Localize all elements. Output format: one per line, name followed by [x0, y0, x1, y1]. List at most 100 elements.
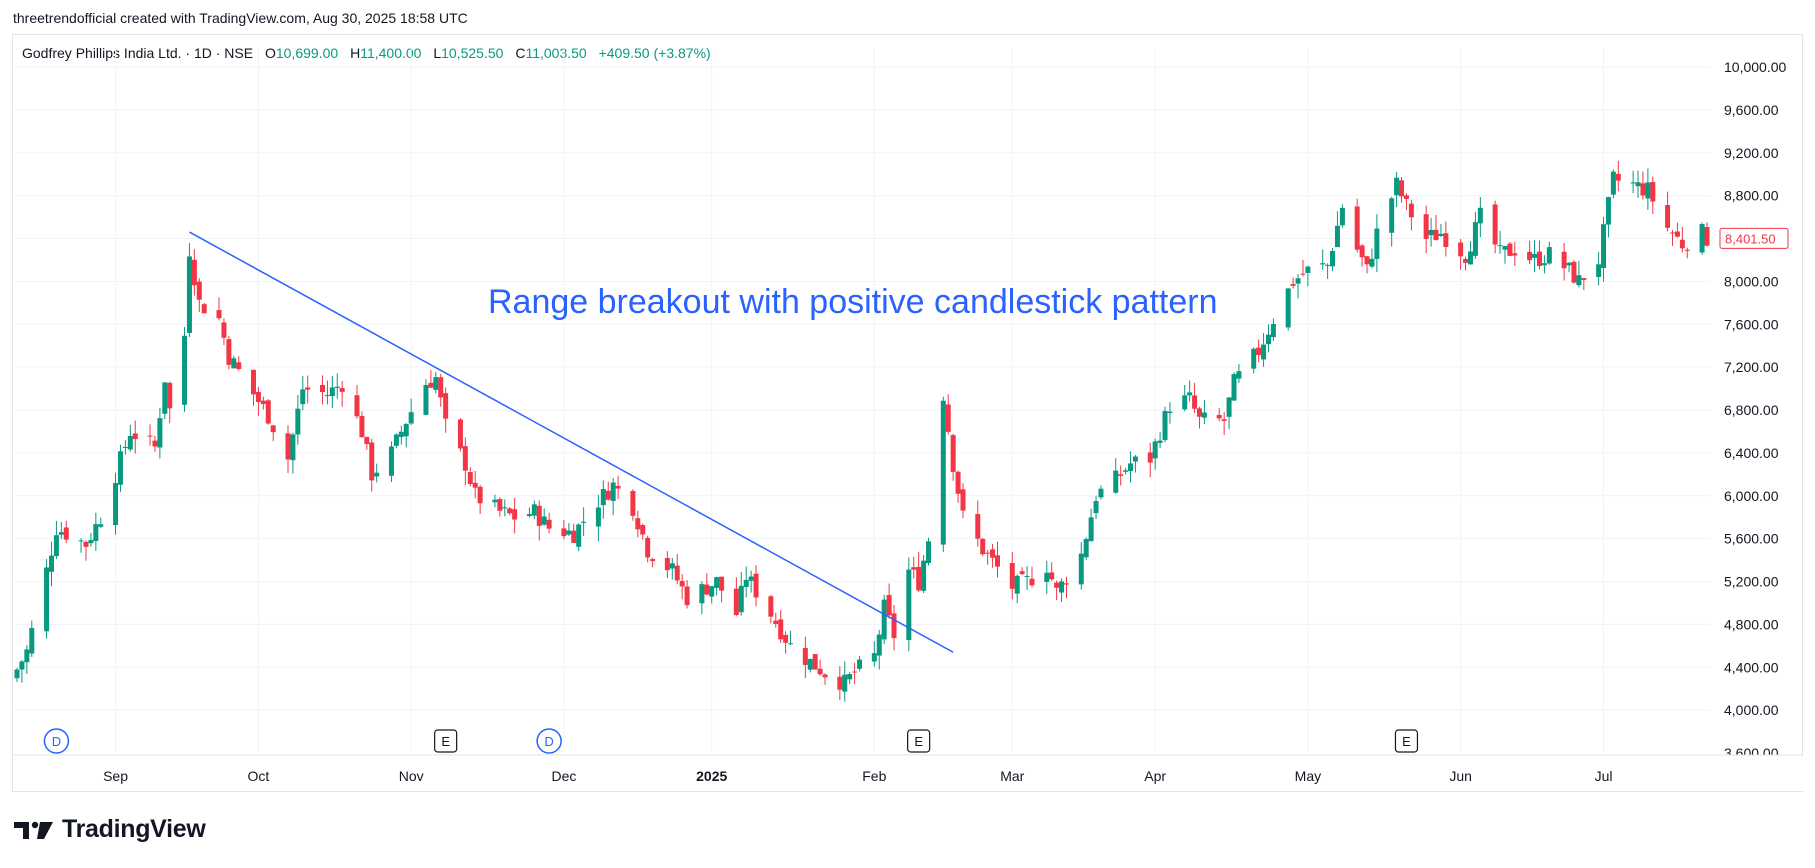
- candle-body: [1443, 233, 1449, 247]
- close-label: C: [515, 45, 526, 61]
- candle-body: [1640, 183, 1646, 196]
- candle-body: [994, 555, 1000, 567]
- candle-body: [630, 491, 636, 516]
- candle-body: [255, 392, 261, 403]
- candle-body: [428, 382, 434, 388]
- candle-body: [393, 434, 399, 446]
- candle-body: [546, 519, 552, 529]
- candle-body: [595, 507, 601, 527]
- candle-body: [1408, 203, 1414, 218]
- candle-body: [1216, 414, 1222, 419]
- trendline: [189, 231, 954, 653]
- candle-body: [1256, 347, 1262, 356]
- candle-body: [1231, 374, 1237, 401]
- candle-body: [1527, 251, 1533, 261]
- candle-body: [1236, 371, 1242, 379]
- candle-body: [1684, 249, 1690, 251]
- candle-body: [1674, 231, 1680, 237]
- candle-body: [122, 446, 128, 448]
- candle-body: [388, 446, 394, 476]
- candle-body: [334, 386, 340, 388]
- candle-body: [1320, 263, 1326, 265]
- candle-body: [566, 530, 572, 535]
- candle-body: [24, 649, 30, 663]
- candle-body: [162, 382, 168, 414]
- candle-body: [113, 483, 119, 526]
- candle-body: [886, 594, 892, 616]
- x-tick-label: Oct: [248, 768, 270, 784]
- candle-body: [837, 676, 843, 690]
- candle-body: [1334, 225, 1340, 248]
- candle-body: [1389, 198, 1395, 233]
- candle-body: [1113, 470, 1119, 493]
- symbol-legend: Godfrey Phillips India Ltd. · 1D · NSE O…: [22, 45, 711, 61]
- candle-body: [117, 451, 123, 485]
- candle-body: [423, 385, 429, 415]
- candle-body: [438, 377, 444, 398]
- candle-body: [778, 619, 784, 640]
- candle-body: [1285, 288, 1291, 328]
- time-axis: Sep Oct Nov Dec 2025 Feb Mar Apr May Jun Jul: [103, 768, 1612, 784]
- candle-body: [1270, 324, 1276, 338]
- tradingview-logo[interactable]: TradingView: [14, 815, 206, 844]
- candle-body: [507, 508, 513, 514]
- candle-body: [53, 535, 59, 557]
- candle-body: [536, 505, 542, 526]
- candle-body: [916, 566, 922, 591]
- candle-body: [1054, 582, 1060, 588]
- candle-body: [408, 412, 414, 424]
- candle-body: [191, 259, 197, 286]
- low-value: 10,525.50: [441, 45, 504, 61]
- high-value: 11,400.00: [360, 45, 422, 61]
- candle-body: [876, 634, 882, 656]
- candle-body: [1635, 182, 1641, 187]
- candle-body: [733, 588, 739, 616]
- candle-body: [985, 552, 991, 554]
- candle-body: [926, 541, 932, 564]
- candle-body: [610, 482, 616, 501]
- dividend-marker: [43, 728, 70, 754]
- candlestick-series: [14, 160, 1710, 702]
- annotation-layer: Range breakout with positive candlestick…: [488, 283, 1218, 321]
- candle-body: [1630, 182, 1636, 184]
- candle-body: [196, 281, 202, 300]
- candle-body: [1152, 441, 1158, 459]
- candle-body: [615, 485, 621, 489]
- candle-body: [1561, 251, 1567, 269]
- candle-body: [1645, 182, 1651, 199]
- candle-body: [1596, 264, 1602, 278]
- candle-body: [339, 387, 345, 392]
- earnings-marker: [1394, 729, 1419, 753]
- candle-body: [669, 563, 675, 569]
- change-value: +409.50 (+3.87%): [598, 45, 711, 61]
- candle-body: [236, 362, 242, 370]
- candle-body: [748, 576, 754, 581]
- candle-body: [807, 658, 813, 670]
- candle-body: [1576, 275, 1582, 286]
- candle-body: [1132, 456, 1138, 462]
- candle-body: [719, 576, 725, 591]
- candle-body: [699, 584, 705, 604]
- candle-body: [950, 435, 956, 472]
- candle-body: [216, 310, 222, 319]
- candle-body: [403, 423, 409, 437]
- candle-body: [443, 393, 449, 419]
- candle-body: [354, 395, 360, 417]
- candle-body: [1201, 412, 1207, 418]
- candle-body: [1014, 575, 1020, 594]
- candle-body: [1369, 258, 1375, 267]
- candle-body: [541, 516, 547, 525]
- candle-body: [960, 489, 966, 511]
- candle-body: [704, 584, 710, 595]
- candle-body: [783, 634, 789, 643]
- candle-body: [93, 524, 99, 542]
- candle-body: [265, 400, 271, 424]
- y-tick-label: 5,200.00: [1724, 574, 1779, 590]
- candle-body: [1339, 207, 1345, 226]
- x-tick-label: Jul: [1595, 768, 1613, 784]
- candle-body: [359, 416, 365, 438]
- candle-body: [1221, 419, 1227, 421]
- low-label: L: [433, 45, 442, 61]
- candle-body: [1162, 411, 1168, 440]
